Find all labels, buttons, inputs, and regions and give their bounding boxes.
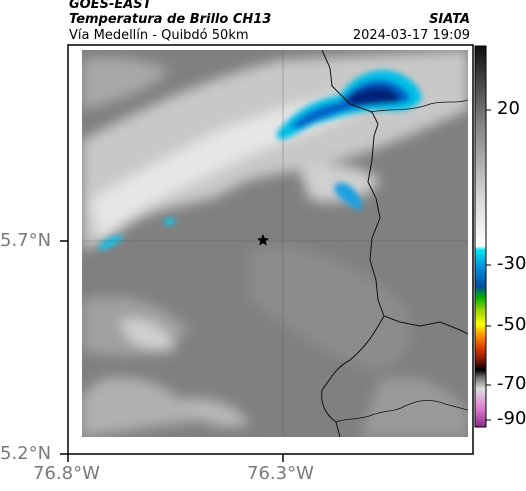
colorbar-tick-label: -70 <box>497 373 526 394</box>
star-icon <box>257 234 269 246</box>
lat-tick-label: 5.7°N <box>0 230 52 251</box>
product-title: Temperatura de Brillo CH13 <box>69 12 272 27</box>
lon-tick-label: 76.8°W <box>33 463 100 484</box>
satellite-label: GOES-EAST <box>69 0 152 12</box>
colorbar-tick-label: 20 <box>497 98 520 119</box>
satellite-image <box>82 50 468 437</box>
map-frame <box>67 44 474 455</box>
timestamp-label: 2024-03-17 19:09 <box>352 28 470 43</box>
colorbar <box>474 45 491 428</box>
route-subtitle: Vía Medellín - Quibdó 50km <box>69 28 249 43</box>
colorbar-tick-label: -90 <box>497 408 526 429</box>
organization-label: SIATA <box>429 12 470 27</box>
lon-tick-label: 76.3°W <box>247 463 314 484</box>
lat-tick-label: 5.2°N <box>0 443 52 464</box>
colorbar-tick-label: -30 <box>497 253 526 274</box>
colorbar-tick-label: -50 <box>497 314 526 335</box>
